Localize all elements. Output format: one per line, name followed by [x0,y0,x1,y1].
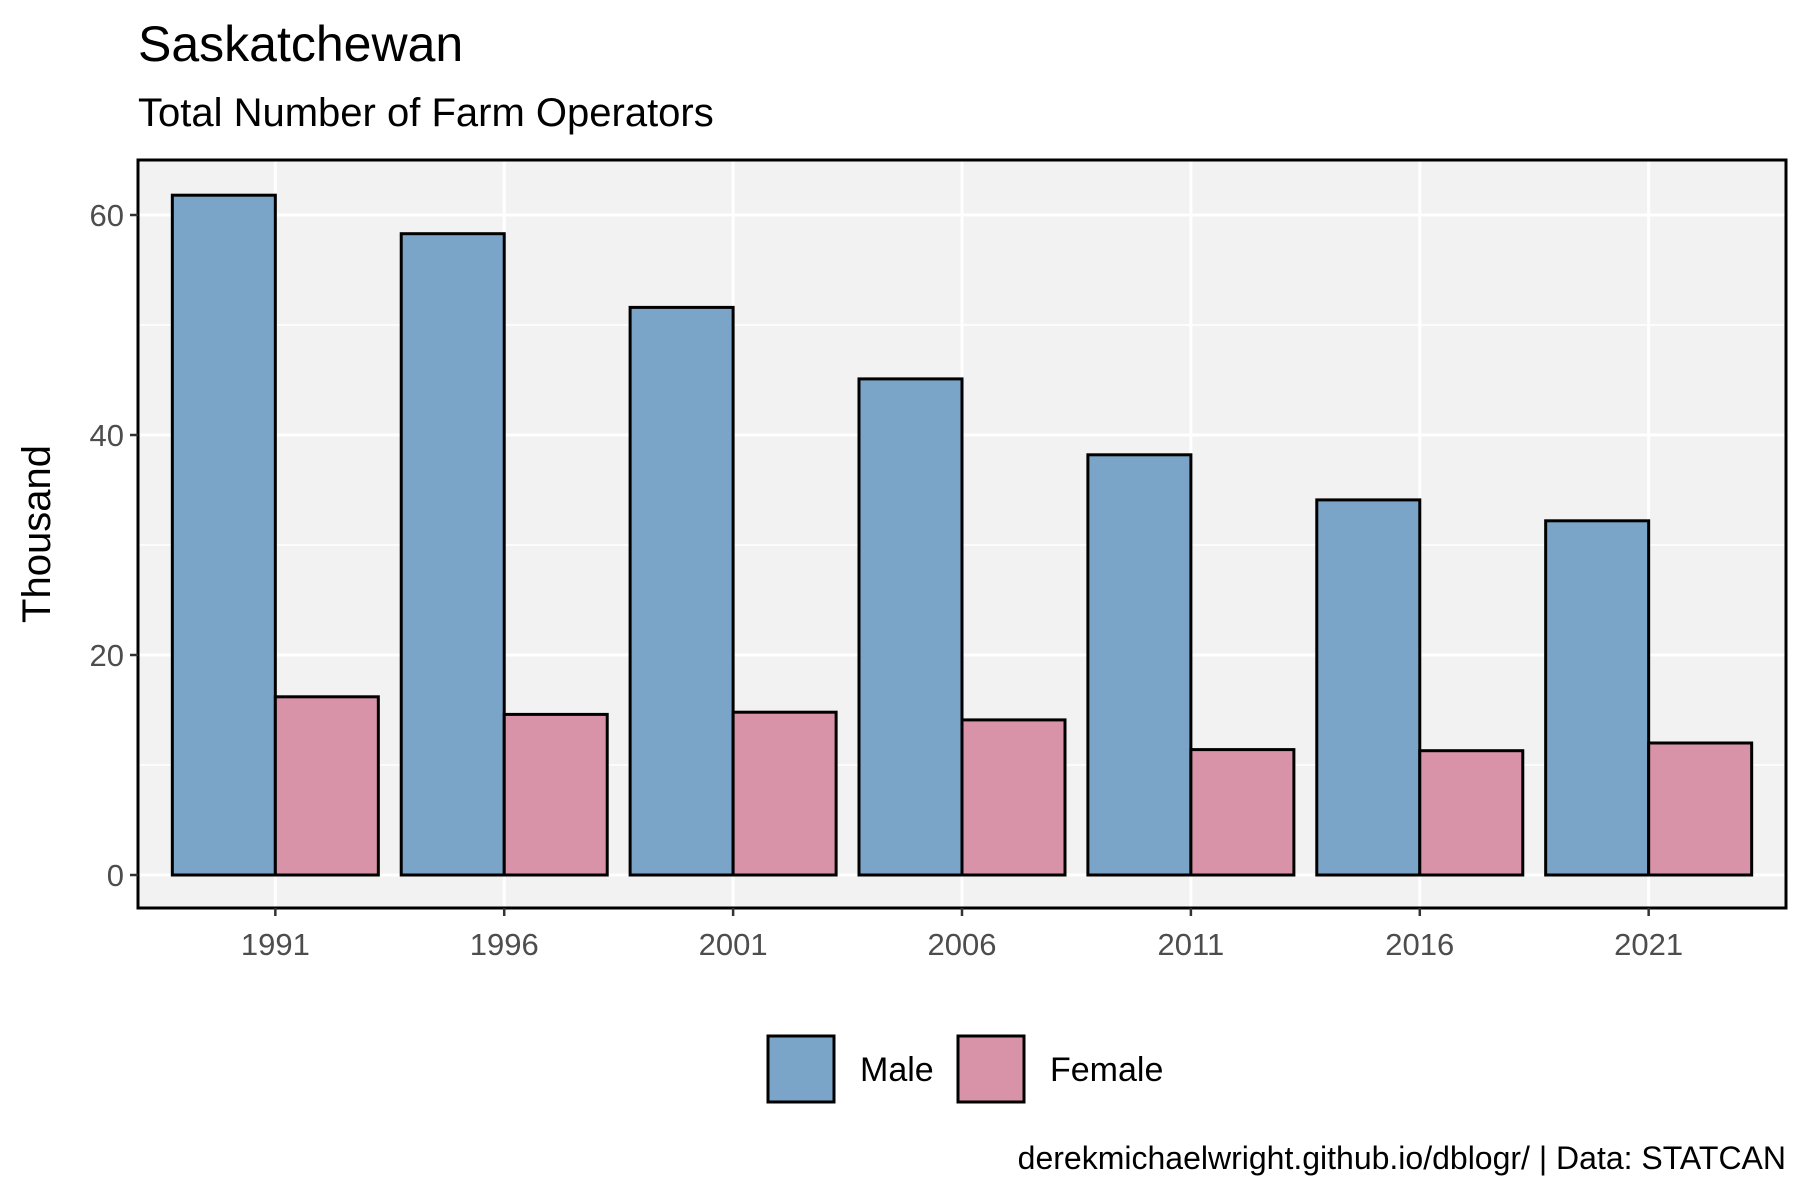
chart-title: Saskatchewan [138,16,464,72]
bar-male-2011 [1086,453,1193,877]
x-tick-label: 1996 [470,927,539,962]
chart-caption: derekmichaelwright.github.io/dblogr/ | D… [1017,1140,1786,1176]
x-tick-label: 1991 [241,927,310,962]
x-tick-label: 2016 [1385,927,1454,962]
y-axis: 0 20 40 60 [90,198,138,893]
bar-female-2021 [1647,741,1754,877]
bar-male-1991 [170,193,277,877]
legend-label-female: Female [1050,1051,1163,1089]
bar-female-1996 [502,712,609,877]
legend-label-male: Male [860,1051,934,1089]
legend-key-male [766,1034,836,1104]
bar-male-2021 [1544,519,1651,877]
bar-male-1996 [399,232,506,877]
x-tick-label: 2001 [699,927,768,962]
y-tick-label: 0 [107,858,124,893]
y-tick-label: 20 [90,638,124,673]
x-tick-label: 2011 [1158,927,1225,962]
bar-male-2016 [1315,498,1422,877]
bar-female-2001 [731,710,838,877]
bar-female-2011 [1189,748,1296,877]
y-axis-title: Thousand [15,445,59,623]
legend-key-female [956,1034,1026,1104]
x-tick-label: 2006 [928,927,997,962]
x-axis: 1991 1996 2001 2006 2011 2016 2021 [241,908,1683,962]
bars-group [170,193,1754,877]
chart-subtitle: Total Number of Farm Operators [138,91,714,135]
bar-male-2006 [857,377,964,877]
y-tick-label: 40 [90,418,124,453]
legend: Male Female [766,1034,1163,1104]
bar-female-1991 [273,695,380,877]
bar-male-2001 [628,305,735,877]
bar-female-2006 [960,718,1067,877]
bar-female-2016 [1418,749,1525,877]
y-tick-label: 60 [90,198,124,233]
x-tick-label: 2021 [1614,927,1683,962]
